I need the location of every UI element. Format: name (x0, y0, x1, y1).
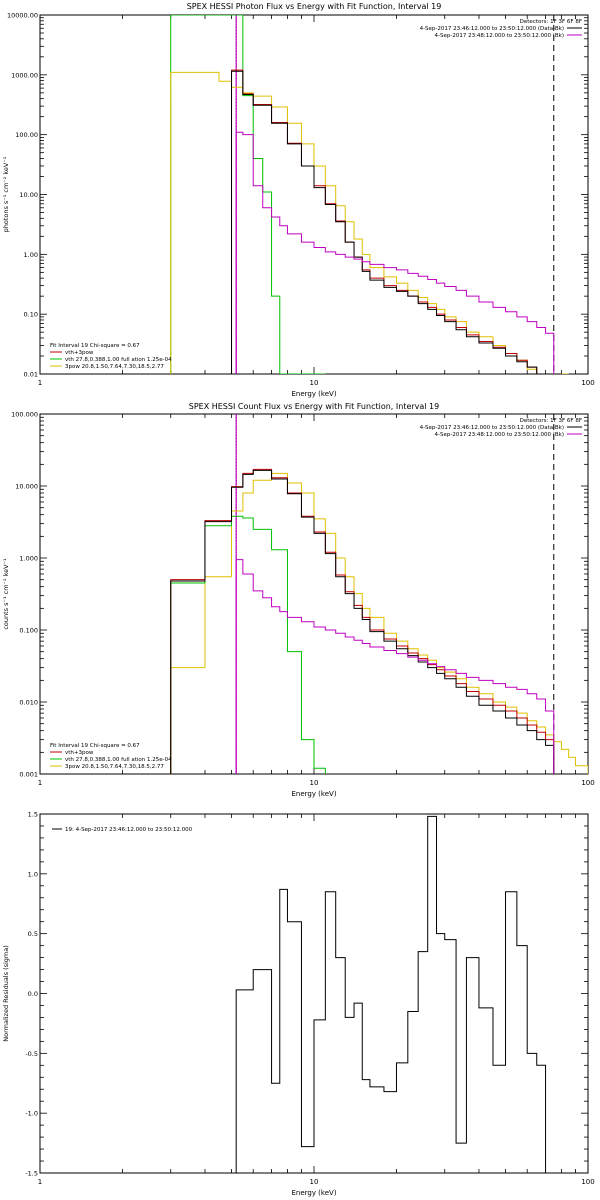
series-pow-line (170, 71, 569, 374)
legend-bottom-entry: Fit Interval 19 Chi-square = 0.67 (50, 343, 140, 349)
x-tick-label: 10 (310, 779, 319, 787)
series-pow-line (170, 472, 588, 774)
plot-frame (39, 413, 589, 775)
series-vth-line (170, 15, 326, 374)
y-tick-label: 1.000 (19, 555, 38, 563)
x-tick-label: 1 (38, 779, 42, 787)
series-fit-line (231, 69, 562, 374)
y-tick-label: 10000.00 (7, 12, 38, 20)
y-tick-label: 10.00 (19, 191, 38, 199)
y-tick-label: 0.0 (28, 990, 38, 998)
legend-top-entry: 4-Sep-2017 23:46:12.000 to 23:50:12.000 … (420, 425, 564, 431)
x-tick-label: 1 (38, 379, 42, 387)
y-tick-label: 1.5 (28, 811, 38, 819)
legend-top-entry: Detectors: 1F 3F 6F 8F (520, 19, 582, 25)
y-tick-label: 1.0 (28, 870, 38, 878)
chart-title: SPEX HESSI Count Flux vs Energy with Fit… (189, 402, 440, 411)
legend-bottom-entry: vth+3pow (65, 350, 94, 356)
y-tick-label: 0.01 (24, 371, 38, 379)
series-vth-line (170, 515, 326, 774)
y-axis-label: Normalized Residuals (sigma) (2, 945, 10, 1042)
y-tick-label: 0.100 (19, 627, 38, 635)
legend-bottom-entry: 3pow 20.8,1.50,7.64,7.30,18.5,2.77 (65, 364, 164, 370)
x-tick-label: 1 (38, 1178, 42, 1186)
x-tick-label: 100 (581, 1178, 594, 1186)
series-bkg-line (235, 131, 555, 374)
y-tick-label: -1.5 (25, 1170, 38, 1178)
x-tick-label: 10 (310, 1178, 319, 1186)
residuals-chart: 1 10 100 -1.5 -1.0 -0.5 0.0 0.5 1.0 1.5 Energy (ke… (2, 811, 595, 1198)
y-tick-label: -1.0 (25, 1110, 38, 1118)
series-fit-line (170, 468, 555, 774)
legend-bottom-entry: vth 27.8,0.388,1.00 full ation 1.25e-04 (65, 757, 172, 763)
x-tick-label: 100 (581, 379, 594, 387)
y-tick-label: 100.00 (15, 131, 38, 139)
y-tick-label: 0.001 (19, 771, 38, 779)
y-axis-label: photons s⁻¹ cm⁻² keV⁻¹ (2, 156, 10, 232)
legend-top-entry: 4-Sep-2017 23:48:12.000 to 23:50:12.000 … (435, 33, 565, 39)
x-axis-label: Energy (keV) (291, 390, 336, 398)
legend-top-entry: 4-Sep-2017 23:46:12.000 to 23:50:12.000 … (420, 26, 564, 32)
plot-area (170, 15, 569, 374)
legend-bottom-entry: Fit Interval 19 Chi-square = 0.67 (50, 743, 140, 749)
plot-area (235, 815, 554, 1173)
plot-area (170, 414, 588, 774)
y-tick-label: 0.010 (19, 699, 38, 707)
legend-bottom-entry: vth 27.8,0.388,1.00 full ation 1.25e-04 (65, 357, 172, 363)
legend-top-entry: Detectors: 1F 3F 6F 8F (520, 418, 582, 424)
x-axis-label: Energy (keV) (291, 790, 336, 798)
y-axis-label: counts s⁻¹ cm⁻² keV⁻¹ (2, 558, 10, 630)
x-tick-label: 10 (310, 379, 319, 387)
plot-frame (39, 14, 589, 375)
y-tick-label: 10.000 (15, 483, 38, 491)
legend-top-entry: 4-Sep-2017 23:48:12.000 to 23:50:12.000 … (435, 432, 565, 438)
photon-flux-chart: SPEX HESSI Photon Flux vs Energy with Fi… (2, 2, 595, 398)
series-obs-line (170, 469, 555, 774)
x-tick-label: 100 (581, 779, 594, 787)
y-tick-label: 1.00 (24, 251, 38, 259)
legend-bottom-entry: vth+3pow (65, 750, 94, 756)
count-flux-chart: SPEX HESSI Count Flux vs Energy with Fit… (2, 402, 595, 798)
y-tick-label: 0.10 (24, 311, 38, 319)
legend-bottom-entry: 3pow 20.8,1.50,7.64,7.30,18.5,2.77 (65, 764, 164, 770)
y-tick-label: 100.000 (11, 411, 38, 419)
series-obs-line (231, 70, 562, 374)
chart-title: SPEX HESSI Photon Flux vs Energy with Fi… (187, 2, 442, 11)
y-tick-label: -0.5 (25, 1050, 38, 1058)
series-bkg-line (235, 559, 555, 774)
x-axis-label: Energy (keV) (291, 1189, 336, 1197)
y-tick-label: 1000.00 (11, 71, 38, 79)
series-resid-line (235, 815, 554, 1173)
y-tick-label: 0.5 (28, 930, 38, 938)
legend-left-entry: 19: 4-Sep-2017 23:46:12.000 to 23:50:12.… (65, 827, 193, 833)
